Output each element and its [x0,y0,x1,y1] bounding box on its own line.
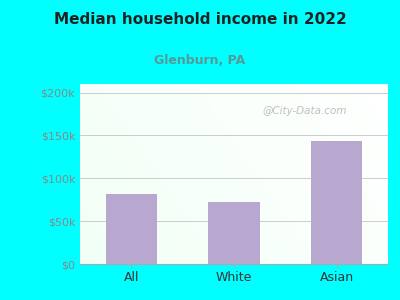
Bar [208,202,260,264]
Bar [311,141,362,264]
Text: @City-Data.com: @City-Data.com [262,106,347,116]
Text: Glenburn, PA: Glenburn, PA [154,54,246,67]
Bar [106,194,157,264]
Text: Median household income in 2022: Median household income in 2022 [54,12,346,27]
